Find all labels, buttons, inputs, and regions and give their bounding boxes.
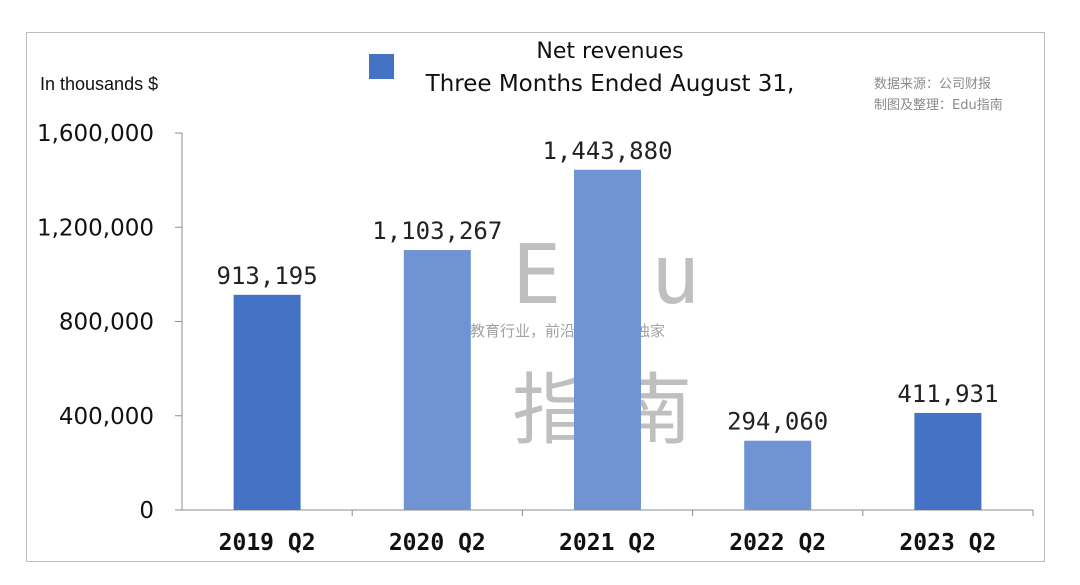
bar [914, 412, 982, 510]
x-tick-label: 2021 Q2 [559, 530, 656, 556]
x-tick-label: 2023 Q2 [899, 530, 996, 556]
chart-title-block: Net revenues Three Months Ended August 3… [400, 36, 820, 100]
data-label: 913,195 [217, 262, 318, 290]
y-tick-label: 1,200,000 [37, 215, 154, 241]
bar [574, 169, 641, 511]
bar [403, 250, 471, 510]
data-label: 411,931 [897, 380, 998, 408]
legend-swatch [369, 54, 394, 79]
data-label: 1,103,267 [372, 217, 502, 245]
source-line-2: 制图及整理：Edu指南 [874, 98, 1003, 113]
chart-frame [26, 32, 1045, 562]
source-line-1: 数据来源：公司财报 [874, 77, 992, 92]
data-label: 294,060 [727, 408, 828, 436]
x-tick-label: 2020 Q2 [389, 530, 486, 556]
x-tick-label: 2019 Q2 [219, 530, 316, 556]
y-tick-label: 800,000 [59, 310, 154, 336]
bar [744, 440, 812, 510]
y-tick-label: 400,000 [59, 404, 154, 430]
chart-title: Net revenues [536, 39, 684, 64]
bar [233, 294, 301, 510]
y-tick-label: 1,600,000 [37, 121, 154, 147]
legend-label: Three Months Ended August 31, [425, 71, 795, 97]
unit-label: In thousands $ [40, 74, 159, 94]
x-tick-label: 2022 Q2 [729, 530, 826, 556]
y-tick-label: 0 [139, 498, 154, 524]
source-note: 数据来源：公司财报 制图及整理：Edu指南 [874, 74, 1003, 116]
data-label: 1,443,880 [542, 137, 672, 165]
